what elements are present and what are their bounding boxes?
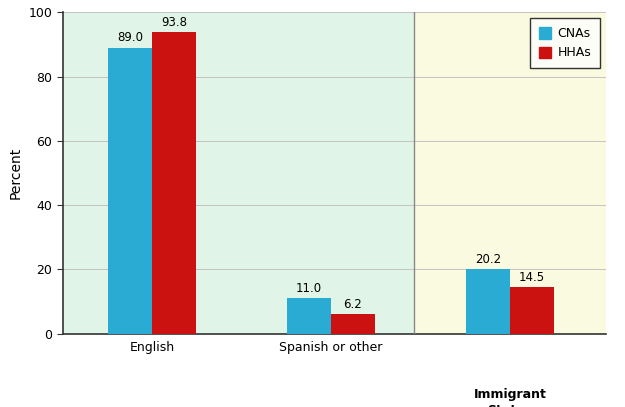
Text: 11.0: 11.0 — [296, 282, 322, 295]
Text: 6.2: 6.2 — [344, 298, 362, 311]
Text: Immigrant
Status: Immigrant Status — [474, 388, 546, 407]
Text: 89.0: 89.0 — [117, 31, 143, 44]
Bar — [510, 287, 554, 334]
Bar — [62, 12, 414, 334]
Bar — [331, 314, 375, 334]
Text: 93.8: 93.8 — [161, 16, 187, 29]
Bar — [466, 269, 510, 334]
Bar — [414, 12, 606, 334]
Text: 14.5: 14.5 — [519, 271, 545, 284]
Bar — [108, 48, 152, 334]
Bar — [287, 298, 331, 334]
Y-axis label: Percent: Percent — [9, 147, 22, 199]
Text: 20.2: 20.2 — [475, 253, 501, 266]
Legend: CNAs, HHAs: CNAs, HHAs — [530, 18, 600, 68]
Bar — [152, 32, 196, 334]
